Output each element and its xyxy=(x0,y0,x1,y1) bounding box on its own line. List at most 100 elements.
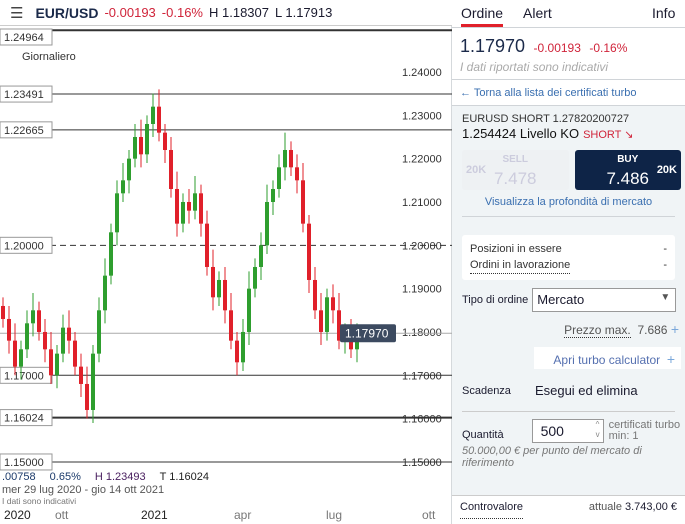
candle xyxy=(115,193,119,233)
price-change-pct: -0.16% xyxy=(589,41,628,55)
level-tag xyxy=(0,121,53,139)
candle xyxy=(1,305,5,319)
candle xyxy=(247,288,251,332)
tab-alert[interactable]: Alert xyxy=(523,5,552,21)
y-tick-label: 1.24000 xyxy=(402,67,442,79)
panel-tabs: Ordine Alert Info xyxy=(452,0,685,28)
candle xyxy=(325,297,329,332)
countervalue-label[interactable]: Controvalore xyxy=(460,501,523,519)
candle xyxy=(163,132,167,150)
certificate-info: EURUSD SHORT 1.27820200727 1.254424 Live… xyxy=(452,106,685,141)
buy-size: 20K xyxy=(656,164,677,176)
stepper-icon[interactable]: ^ v xyxy=(595,420,600,439)
candle xyxy=(79,366,83,384)
candle xyxy=(223,279,227,311)
date-range: mer 29 lug 2020 - gio 14 ott 2021 xyxy=(2,484,165,496)
positions-value: - xyxy=(663,243,667,255)
current-price: 1.17970 xyxy=(460,36,526,56)
current-price-tag xyxy=(340,324,396,343)
candle xyxy=(169,149,173,189)
tab-ordine[interactable]: Ordine xyxy=(461,5,504,27)
candle xyxy=(37,310,41,332)
candle xyxy=(85,383,89,410)
candle xyxy=(235,340,239,363)
candle xyxy=(49,349,53,376)
low: L 1.17913 xyxy=(275,5,333,20)
quantity-label: Quantità xyxy=(462,429,504,441)
candle xyxy=(307,223,311,280)
buy-button[interactable]: BUY 7.486 20K xyxy=(574,150,681,190)
change: -0.00193 xyxy=(104,5,156,20)
sell-price: 7.478 xyxy=(493,169,537,188)
quote-box: 1.17970 -0.00193 -0.16% I dati riportati… xyxy=(452,28,685,80)
stat-change-pct: 0.65% xyxy=(49,471,81,483)
candle xyxy=(313,279,317,311)
level-tag xyxy=(0,236,53,254)
level-label: 1.23491 xyxy=(4,89,44,101)
level-label: 1.16024 xyxy=(4,413,44,425)
buy-price: 7.486 xyxy=(606,169,650,188)
candle xyxy=(127,158,131,181)
current-price-label: 1.17970 xyxy=(345,326,389,340)
sell-button[interactable]: 20K SELL 7.478 xyxy=(462,150,569,190)
level-label: 1.22665 xyxy=(4,125,44,137)
chart-stats: .00758 0.65% H 1.23493 T 1.16024 xyxy=(2,471,209,483)
stat-high: H 1.23493 xyxy=(94,471,146,483)
market-depth-link[interactable]: Visualizza la profondità di mercato xyxy=(462,190,675,217)
back-label: Torna alla lista dei certificati turbo xyxy=(473,87,637,99)
plus-icon[interactable]: + xyxy=(670,321,679,337)
candle xyxy=(55,353,59,376)
level-label: 1.15000 xyxy=(4,457,44,469)
order-type-select[interactable]: Mercato ▼ xyxy=(532,288,677,312)
y-tick-label: 1.20000 xyxy=(402,240,442,252)
candle xyxy=(43,331,47,350)
candle xyxy=(157,106,161,133)
candle xyxy=(193,193,197,211)
candle xyxy=(145,123,149,155)
candle xyxy=(259,245,263,267)
hamburger-icon[interactable]: ☰ xyxy=(10,4,24,22)
x-label: 2020 xyxy=(4,508,31,522)
candle xyxy=(121,180,125,194)
x-label: ott xyxy=(55,508,69,522)
candle xyxy=(97,310,101,354)
y-tick-label: 1.21000 xyxy=(402,197,442,209)
candle xyxy=(13,340,17,367)
instrument-header: ☰ EUR/USD -0.00193 -0.16% H 1.18307 L 1.… xyxy=(0,0,452,26)
positions-box: Posizioni in essere - Ordini in lavorazio… xyxy=(462,235,675,280)
candle xyxy=(241,331,245,363)
candle xyxy=(319,310,323,332)
back-link[interactable]: ← Torna alla lista dei certificati turbo xyxy=(452,80,685,106)
max-price-label[interactable]: Prezzo max. xyxy=(564,323,631,338)
max-price: Prezzo max. 7.686 + xyxy=(452,312,685,338)
indicative-note: I dati sono indicativi xyxy=(2,496,77,506)
candle xyxy=(283,149,287,168)
candle xyxy=(205,223,209,267)
max-price-value: 7.686 xyxy=(637,323,668,337)
chart-area[interactable]: 1.24000 1.23000 1.22000 1.21000 1.20000 1.190… xyxy=(0,0,452,524)
level-label: 1.24964 xyxy=(4,32,44,44)
y-tick-label: 1.19000 xyxy=(402,284,442,296)
turbo-calculator-button[interactable]: Apri turbo calculator + xyxy=(534,347,681,369)
symbol: EUR/USD xyxy=(35,4,99,21)
positions-label: Posizioni in essere xyxy=(470,243,562,255)
price-chart[interactable]: 1.24000 1.23000 1.22000 1.21000 1.20000 1.190… xyxy=(0,0,452,505)
x-axis: 2020 ott 2021 apr lug ott xyxy=(0,507,452,524)
orders-link[interactable]: Ordini in lavorazione xyxy=(470,257,571,274)
y-tick-label: 1.22000 xyxy=(402,154,442,166)
y-tick-label: 1.16000 xyxy=(402,414,442,426)
tab-info[interactable]: Info xyxy=(652,5,676,21)
candle xyxy=(199,193,203,224)
chevron-down-icon: ▼ xyxy=(660,292,671,303)
candle xyxy=(175,188,179,224)
candle xyxy=(67,327,71,341)
stat-low: T 1.16024 xyxy=(159,471,209,483)
level-tag xyxy=(0,409,53,427)
quantity-input[interactable]: 500 ^ v xyxy=(531,419,604,443)
expiry-value[interactable]: Esegui ed elimina xyxy=(534,383,638,398)
period-label[interactable]: Giornaliero xyxy=(22,51,76,63)
countervalue-value: 3.743,00 € xyxy=(625,501,677,513)
order-type-label: Tipo di ordine xyxy=(462,294,529,306)
candle xyxy=(211,266,215,298)
x-label: lug xyxy=(326,508,343,522)
